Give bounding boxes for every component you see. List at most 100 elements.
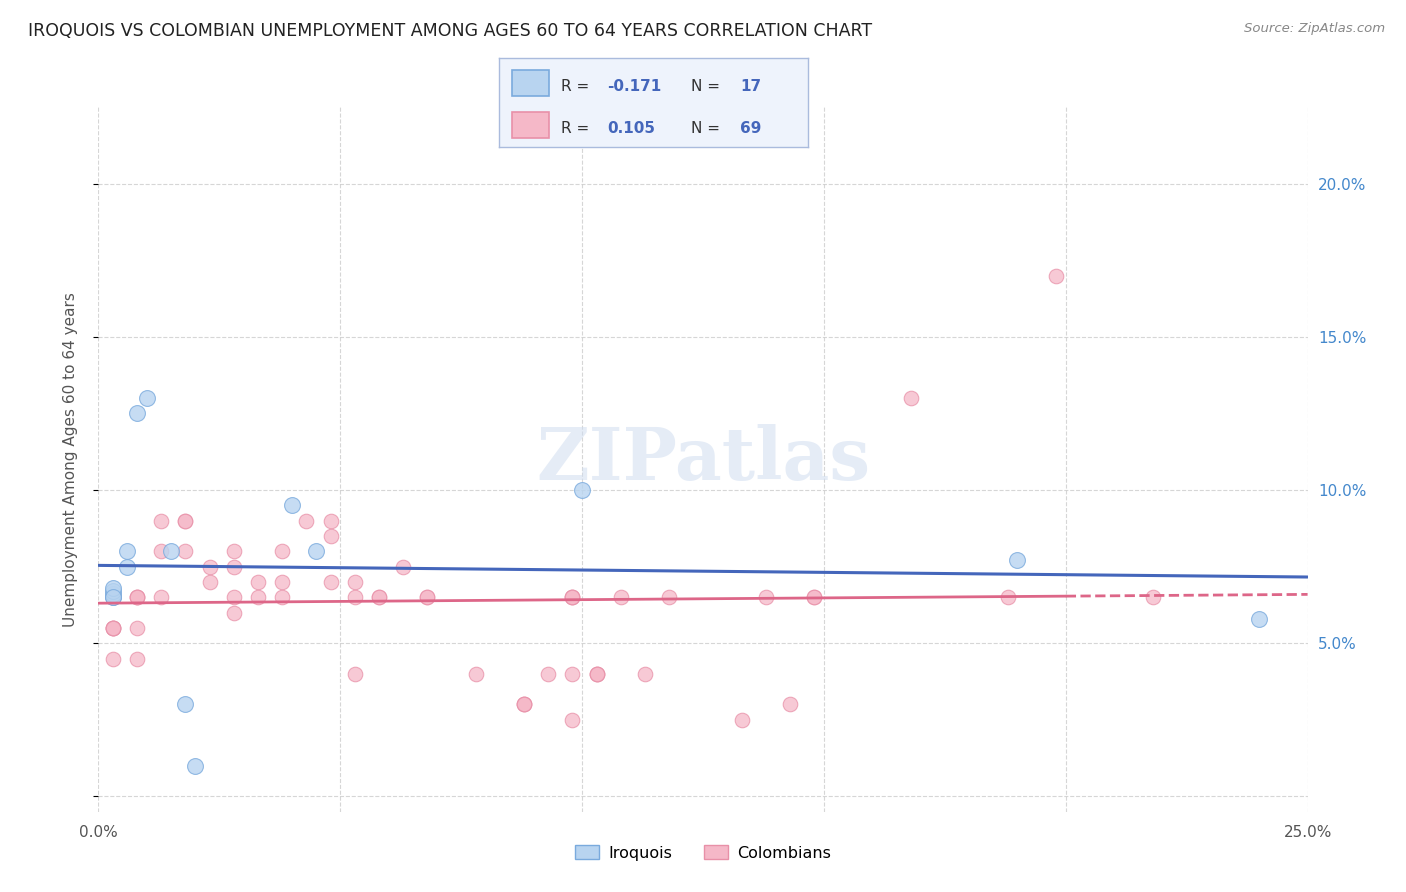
Point xyxy=(117,559,139,574)
Text: N =: N = xyxy=(690,120,720,136)
Point xyxy=(803,591,825,605)
Point xyxy=(101,621,124,635)
Point xyxy=(513,698,536,712)
Point xyxy=(392,559,415,574)
Point xyxy=(101,591,124,605)
Text: 0.105: 0.105 xyxy=(607,120,655,136)
Point xyxy=(174,514,197,528)
Point xyxy=(343,591,366,605)
Point xyxy=(803,591,825,605)
FancyBboxPatch shape xyxy=(512,112,548,138)
Point xyxy=(610,591,633,605)
Point xyxy=(561,591,583,605)
Point xyxy=(174,514,197,528)
Point xyxy=(416,591,439,605)
Point xyxy=(585,666,607,681)
Text: R =: R = xyxy=(561,120,589,136)
Point xyxy=(127,591,149,605)
Point xyxy=(755,591,778,605)
Point xyxy=(319,574,342,589)
Point xyxy=(150,544,173,558)
Point xyxy=(101,591,124,605)
Point xyxy=(571,483,593,497)
Point xyxy=(101,584,124,599)
Point xyxy=(368,591,391,605)
Point xyxy=(731,713,754,727)
Point xyxy=(416,591,439,605)
Point xyxy=(101,591,124,605)
Point xyxy=(271,574,294,589)
Text: IROQUOIS VS COLOMBIAN UNEMPLOYMENT AMONG AGES 60 TO 64 YEARS CORRELATION CHART: IROQUOIS VS COLOMBIAN UNEMPLOYMENT AMONG… xyxy=(28,22,872,40)
Point xyxy=(101,587,124,601)
Point xyxy=(305,544,328,558)
Point xyxy=(247,574,270,589)
Point xyxy=(271,591,294,605)
Point xyxy=(343,666,366,681)
Y-axis label: Unemployment Among Ages 60 to 64 years: Unemployment Among Ages 60 to 64 years xyxy=(63,292,77,627)
Point xyxy=(319,514,342,528)
Point xyxy=(271,544,294,558)
Text: 17: 17 xyxy=(741,78,762,94)
Point xyxy=(513,698,536,712)
Point xyxy=(634,666,657,681)
Point xyxy=(1007,553,1029,567)
Point xyxy=(101,591,124,605)
Point xyxy=(127,591,149,605)
Text: 69: 69 xyxy=(741,120,762,136)
FancyBboxPatch shape xyxy=(512,70,548,96)
Point xyxy=(127,651,149,665)
Point xyxy=(222,559,245,574)
Point xyxy=(101,621,124,635)
Point xyxy=(997,591,1019,605)
Point xyxy=(561,713,583,727)
Point xyxy=(127,591,149,605)
Point xyxy=(127,621,149,635)
Point xyxy=(658,591,681,605)
Point xyxy=(537,666,560,681)
Point xyxy=(561,666,583,681)
Point xyxy=(343,574,366,589)
Point xyxy=(135,391,157,405)
Point xyxy=(101,591,124,605)
Point xyxy=(222,591,245,605)
Point xyxy=(585,666,607,681)
Point xyxy=(127,406,149,420)
Point xyxy=(247,591,270,605)
Point xyxy=(561,591,583,605)
Point xyxy=(585,666,607,681)
Point xyxy=(779,698,801,712)
Point xyxy=(1142,591,1164,605)
Text: ZIPatlas: ZIPatlas xyxy=(536,424,870,495)
Point xyxy=(150,514,173,528)
Point xyxy=(1249,612,1271,626)
Point xyxy=(184,758,207,772)
Point xyxy=(198,559,221,574)
Point xyxy=(295,514,318,528)
Point xyxy=(1045,268,1067,283)
Point xyxy=(174,698,197,712)
Point xyxy=(160,544,183,558)
Point xyxy=(222,606,245,620)
Point xyxy=(222,544,245,558)
Point xyxy=(464,666,486,681)
Text: -0.171: -0.171 xyxy=(607,78,662,94)
Point xyxy=(561,591,583,605)
Point xyxy=(368,591,391,605)
Point xyxy=(117,544,139,558)
Point xyxy=(150,591,173,605)
Point xyxy=(101,581,124,595)
Point xyxy=(101,621,124,635)
Point xyxy=(513,698,536,712)
Text: N =: N = xyxy=(690,78,720,94)
Point xyxy=(101,591,124,605)
Text: R =: R = xyxy=(561,78,589,94)
Point xyxy=(900,391,922,405)
Point xyxy=(101,651,124,665)
Point xyxy=(281,499,304,513)
Point xyxy=(101,591,124,605)
Text: Source: ZipAtlas.com: Source: ZipAtlas.com xyxy=(1244,22,1385,36)
Legend: Iroquois, Colombians: Iroquois, Colombians xyxy=(568,838,838,867)
Point xyxy=(101,621,124,635)
Point xyxy=(174,544,197,558)
Point xyxy=(198,574,221,589)
